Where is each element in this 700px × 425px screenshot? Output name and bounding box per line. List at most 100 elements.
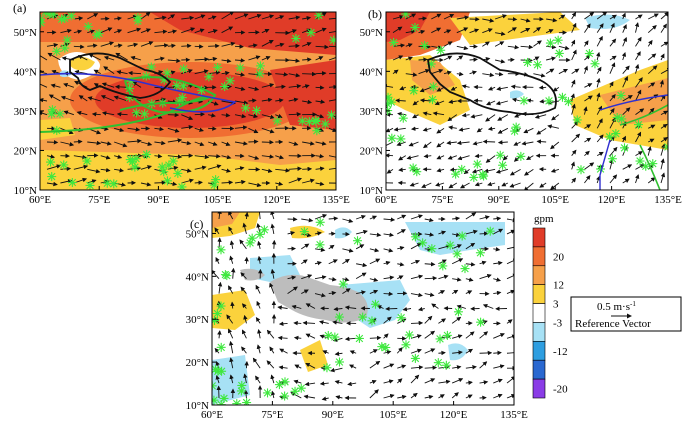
wind-vector	[269, 346, 275, 354]
lat-tick-label: 10°N	[186, 400, 209, 412]
lon-tick-label: 105°E	[541, 194, 569, 206]
wind-vector	[315, 85, 325, 90]
significance-marker	[420, 41, 430, 51]
wind-vector	[181, 15, 195, 21]
wind-vector	[167, 138, 183, 143]
wind-vector	[506, 319, 513, 324]
lon-tick-label: 75°E	[431, 194, 453, 206]
wind-vector	[647, 65, 658, 74]
wind-vector	[571, 39, 576, 47]
wind-vector	[424, 348, 436, 354]
lon-tick-label: 120°E	[263, 194, 291, 206]
wind-vector	[302, 15, 312, 21]
wind-vector	[256, 344, 262, 354]
significance-marker	[445, 240, 455, 250]
wind-vector	[229, 374, 234, 384]
wind-vector	[571, 12, 577, 20]
significance-marker	[334, 312, 344, 322]
wind-vector	[399, 86, 406, 91]
wind-vector	[221, 70, 230, 76]
wind-vector	[596, 134, 604, 143]
wind-vector	[634, 22, 640, 33]
colorbar-swatch	[532, 341, 546, 361]
wind-vector	[621, 12, 626, 20]
wind-vector	[103, 55, 115, 61]
wind-vector	[315, 181, 325, 187]
wind-vector	[248, 13, 262, 20]
wind-vector	[305, 362, 316, 369]
lon-tick-label: 75°E	[261, 409, 283, 421]
wind-vector	[73, 164, 89, 170]
lon-tick-label: 90°E	[322, 409, 344, 421]
wind-vector	[634, 174, 640, 184]
wind-vector	[315, 99, 326, 104]
wind-vector	[383, 393, 395, 399]
wind-vector	[434, 100, 445, 106]
wind-vector	[418, 68, 430, 75]
significance-marker	[377, 342, 387, 352]
wind-vector	[596, 92, 601, 102]
panel-c-label: (c)	[190, 217, 203, 231]
wind-vector	[234, 58, 246, 63]
wind-vector	[584, 137, 592, 143]
significance-marker	[617, 114, 627, 124]
wind-vector	[506, 258, 514, 265]
wind-vector	[452, 365, 462, 370]
wind-vector	[167, 29, 178, 34]
wind-vector	[494, 41, 505, 47]
wind-vector	[418, 29, 426, 35]
significance-marker	[62, 35, 72, 45]
wind-vector	[469, 28, 480, 34]
significance-marker	[52, 46, 62, 56]
wind-vector	[328, 45, 336, 48]
wind-vector	[154, 126, 164, 132]
wind-vector	[609, 22, 615, 33]
wind-vector	[443, 55, 453, 61]
wind-vector	[261, 28, 270, 34]
wind-vector	[335, 395, 343, 400]
significance-marker	[127, 157, 137, 167]
wind-vector	[456, 71, 464, 77]
significance-marker	[329, 35, 336, 45]
wind-vector	[584, 23, 591, 33]
wind-vector	[277, 335, 288, 341]
wind-vector	[194, 154, 210, 160]
significance-marker	[159, 167, 169, 177]
significance-marker	[272, 116, 282, 126]
wind-vector	[622, 24, 627, 33]
wind-vector	[432, 111, 445, 116]
significance-marker	[225, 76, 235, 86]
wind-vector	[635, 164, 645, 170]
wind-vector	[486, 100, 496, 106]
wind-vector	[287, 286, 298, 294]
significance-marker	[263, 388, 273, 398]
wind-vector	[488, 86, 496, 91]
wind-vector	[314, 247, 326, 252]
wind-vector	[482, 18, 495, 23]
wind-vector	[305, 303, 316, 309]
wind-vector	[473, 98, 483, 103]
significance-marker	[396, 134, 406, 144]
wind-vector	[114, 154, 123, 159]
wind-vector	[278, 365, 288, 370]
wind-vector	[479, 215, 490, 220]
lon-tick-label: 105°E	[204, 194, 232, 206]
significance-marker	[274, 380, 284, 390]
wind-vector	[398, 167, 406, 172]
wind-vector	[383, 275, 395, 280]
wind-vector	[248, 127, 259, 134]
wind-vector	[583, 65, 588, 74]
wind-vector	[255, 375, 261, 384]
wind-vector	[479, 260, 487, 266]
wind-vector	[506, 229, 514, 235]
wind-vector	[495, 71, 504, 77]
significance-marker	[401, 340, 411, 350]
panel-c-field	[212, 212, 514, 405]
wind-vector	[571, 49, 577, 61]
wind-vector	[215, 374, 220, 384]
wind-vector	[294, 364, 302, 369]
significance-marker	[436, 45, 446, 55]
wind-vector	[221, 26, 234, 34]
wind-vector	[622, 65, 630, 74]
wind-vector	[435, 182, 445, 187]
